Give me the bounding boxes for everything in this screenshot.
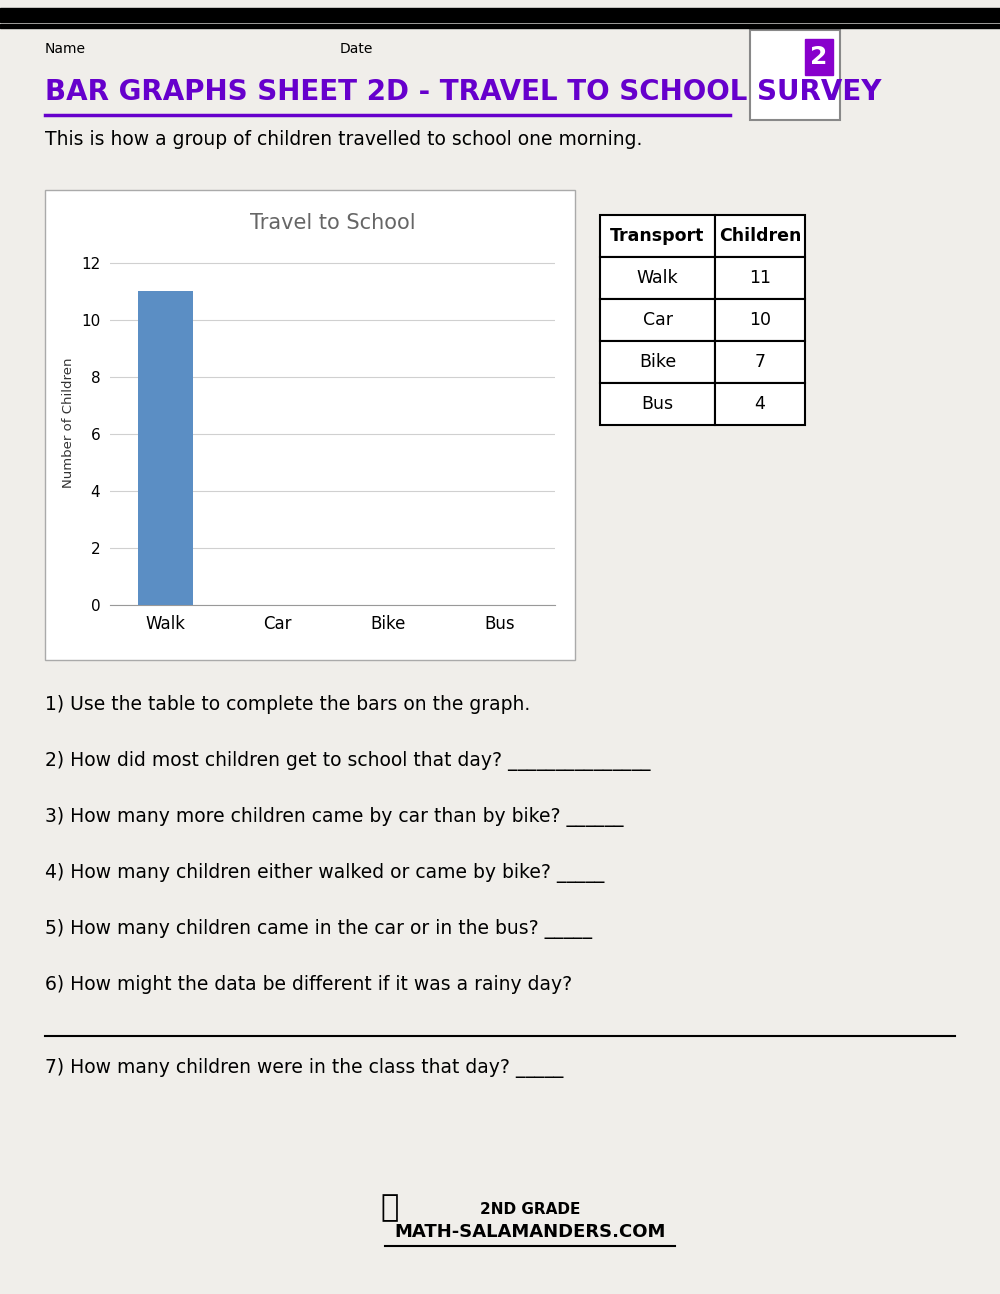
Text: Walk: Walk [637,269,678,287]
Text: 7) How many children were in the class that day? _____: 7) How many children were in the class t… [45,1058,563,1078]
Text: Bus: Bus [641,395,674,413]
Text: Car: Car [642,311,672,329]
Bar [750,30,840,120]
Text: BAR GRAPHS SHEET 2D - TRAVEL TO SCHOOL SURVEY: BAR GRAPHS SHEET 2D - TRAVEL TO SCHOOL S… [45,78,882,106]
Text: Date: Date [340,41,373,56]
Text: 🦒: 🦒 [380,1193,398,1222]
Text: 6) How might the data be different if it was a rainy day?: 6) How might the data be different if it… [45,974,572,994]
Bar [0,25,1000,28]
Bar [370,1187,425,1242]
Bar [138,291,193,606]
Text: 7: 7 [755,353,766,371]
Bar [715,342,805,383]
Bar [805,39,833,75]
Bar [600,299,715,342]
Bar [715,215,805,258]
Text: This is how a group of children travelled to school one morning.: This is how a group of children travelle… [45,129,642,149]
Text: 2: 2 [810,45,828,69]
Text: 2) How did most children get to school that day? _______________: 2) How did most children get to school t… [45,751,650,771]
Bar [715,299,805,342]
Y-axis label: Number of Children: Number of Children [62,357,75,488]
Text: 11: 11 [749,269,771,287]
Bar [600,215,715,258]
Bar [0,8,1000,22]
Text: 5) How many children came in the car or in the bus? _____: 5) How many children came in the car or … [45,919,592,939]
Text: 10: 10 [749,311,771,329]
Bar [600,383,715,424]
Title: Travel to School: Travel to School [250,214,415,233]
Bar [600,258,715,299]
Bar [600,342,715,383]
Text: 2ND GRADE: 2ND GRADE [480,1202,580,1218]
Text: Children: Children [719,226,801,245]
Text: 4: 4 [755,395,765,413]
Text: Bike: Bike [639,353,676,371]
Text: 1) Use the table to complete the bars on the graph.: 1) Use the table to complete the bars on… [45,695,530,714]
Text: 3) How many more children came by car than by bike? ______: 3) How many more children came by car th… [45,807,624,827]
Bar [45,190,575,660]
Text: Name: Name [45,41,86,56]
Text: 4) How many children either walked or came by bike? _____: 4) How many children either walked or ca… [45,863,604,883]
Text: Transport: Transport [610,226,705,245]
Bar [715,258,805,299]
Bar [715,383,805,424]
Text: MATH-SALAMANDERS.COM: MATH-SALAMANDERS.COM [394,1223,666,1241]
